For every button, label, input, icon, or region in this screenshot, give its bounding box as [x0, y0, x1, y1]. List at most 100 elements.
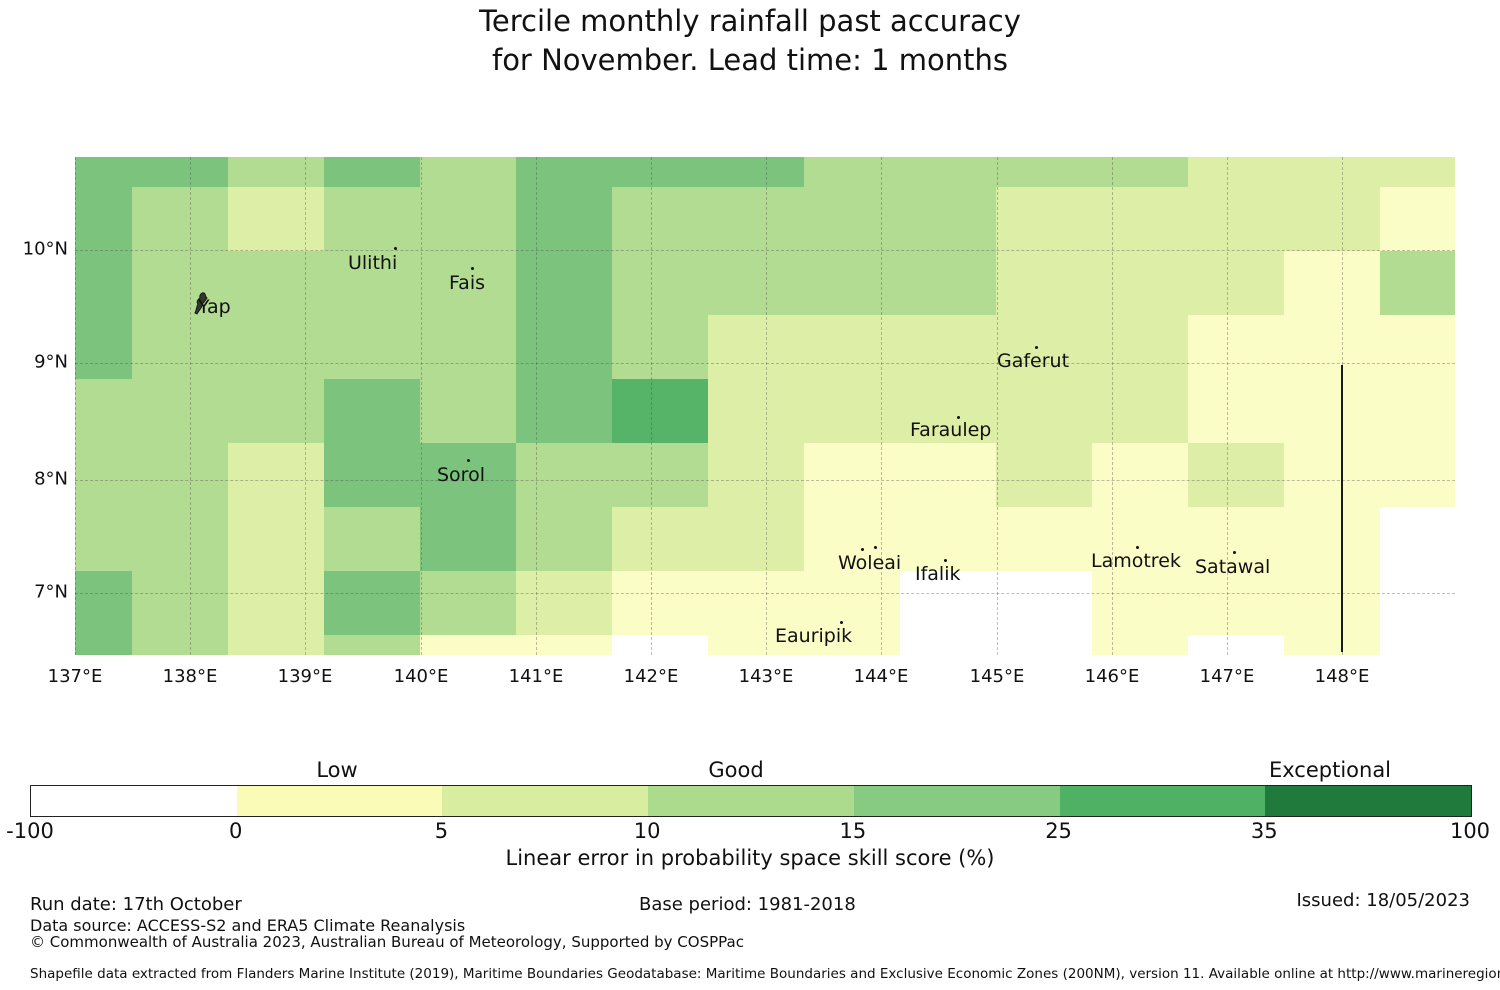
colorbar-tick-label: 0	[229, 819, 243, 843]
map-cell	[132, 635, 228, 655]
latitude-gridline	[75, 593, 1455, 594]
map-cell	[1188, 315, 1284, 379]
map-cell	[900, 251, 996, 315]
island-label: Woleai	[838, 552, 902, 574]
colorbar-segment	[648, 786, 854, 816]
x-tick-label: 146°E	[1084, 666, 1140, 687]
map-cell	[324, 635, 420, 655]
map-cell	[132, 187, 228, 251]
map-cell	[708, 379, 804, 443]
map-cell	[1380, 315, 1455, 379]
map-cell	[1188, 443, 1284, 507]
map-cell	[1092, 315, 1188, 379]
map-cell	[324, 315, 420, 379]
map-cell	[612, 635, 708, 655]
map-cell	[420, 187, 516, 251]
map-cell	[228, 251, 324, 315]
longitude-gridline	[305, 157, 306, 655]
map-cell	[324, 379, 420, 443]
map-cell	[1092, 379, 1188, 443]
map-cell	[612, 315, 708, 379]
island-label: Satawal	[1195, 556, 1271, 578]
map-cell	[324, 507, 420, 571]
x-tick-label: 138°E	[162, 666, 218, 687]
island-label: Eauripik	[775, 625, 853, 647]
run-date-text: Run date: 17th October	[30, 894, 242, 915]
map-cell	[708, 443, 804, 507]
map-cell	[804, 157, 900, 187]
latitude-gridline	[75, 363, 1455, 364]
island-label: Sorol	[437, 464, 485, 486]
map-cell	[1092, 157, 1188, 187]
map-cell	[708, 315, 804, 379]
map-cell	[420, 251, 516, 315]
map-cell	[516, 157, 612, 187]
map-cell	[228, 635, 324, 655]
map-cell	[1092, 635, 1188, 655]
map-cell	[1188, 187, 1284, 251]
issued-date-text: Issued: 18/05/2023	[1296, 890, 1470, 911]
map-cell	[420, 571, 516, 635]
map-cell	[420, 635, 516, 655]
map-cell	[1188, 251, 1284, 315]
longitude-gridline	[1227, 157, 1228, 655]
map-cell	[996, 635, 1092, 655]
map-cell	[804, 571, 900, 635]
island-outline-yap	[192, 291, 212, 315]
map-cell	[900, 571, 996, 635]
map-cell	[228, 443, 324, 507]
island-label: Fais	[449, 272, 486, 294]
map-cell	[612, 443, 708, 507]
y-tick-label: 9°N	[34, 351, 68, 373]
x-tick-label: 143°E	[738, 666, 794, 687]
longitude-gridline	[997, 157, 998, 655]
map-cell	[1380, 251, 1455, 315]
map-cell	[1188, 507, 1284, 571]
island-label: Ulithi	[348, 252, 398, 274]
island-label: Lamotrek	[1091, 550, 1181, 572]
latitude-gridline	[75, 250, 1455, 251]
map-cell	[228, 379, 324, 443]
map-cell	[516, 251, 612, 315]
colorbar-segment	[442, 786, 649, 816]
y-tick-label: 10°N	[22, 238, 68, 260]
colorbar-section-label: Good	[708, 758, 764, 782]
map-cell	[228, 157, 324, 187]
map-cell	[900, 507, 996, 571]
map-cell	[75, 635, 132, 655]
island-marker	[1233, 551, 1236, 554]
map-cell	[1380, 157, 1455, 187]
colorbar-segment	[1059, 786, 1266, 816]
map-cell	[132, 507, 228, 571]
map-cell	[420, 379, 516, 443]
map-cell	[75, 315, 132, 379]
colorbar-segment	[236, 786, 443, 816]
island-label: Ifalik	[915, 563, 961, 585]
map-cell	[132, 379, 228, 443]
map-cell	[1380, 571, 1455, 635]
map-cell	[612, 187, 708, 251]
map-cell	[228, 571, 324, 635]
map-cell	[1092, 443, 1188, 507]
island-marker	[394, 247, 397, 250]
map-cell	[708, 571, 804, 635]
map-cell	[612, 379, 708, 443]
map-cell	[1092, 187, 1188, 251]
map-cell	[612, 507, 708, 571]
map-cell	[1092, 507, 1188, 571]
map-cell	[996, 157, 1092, 187]
map-cell	[996, 315, 1092, 379]
island-marker	[840, 621, 843, 624]
map-cell	[1284, 315, 1380, 379]
map-cell	[996, 187, 1092, 251]
map-cell	[1284, 157, 1380, 187]
map-cell	[804, 251, 900, 315]
x-tick-label: 140°E	[393, 666, 449, 687]
chart-title: Tercile monthly rainfall past accuracy f…	[0, 2, 1500, 80]
map-cell	[516, 379, 612, 443]
map-cell	[804, 635, 900, 655]
shapefile-note-text: Shapefile data extracted from Flanders M…	[30, 966, 1500, 982]
map-cell	[75, 571, 132, 635]
colorbar-segment	[31, 786, 237, 816]
map-cell	[612, 571, 708, 635]
